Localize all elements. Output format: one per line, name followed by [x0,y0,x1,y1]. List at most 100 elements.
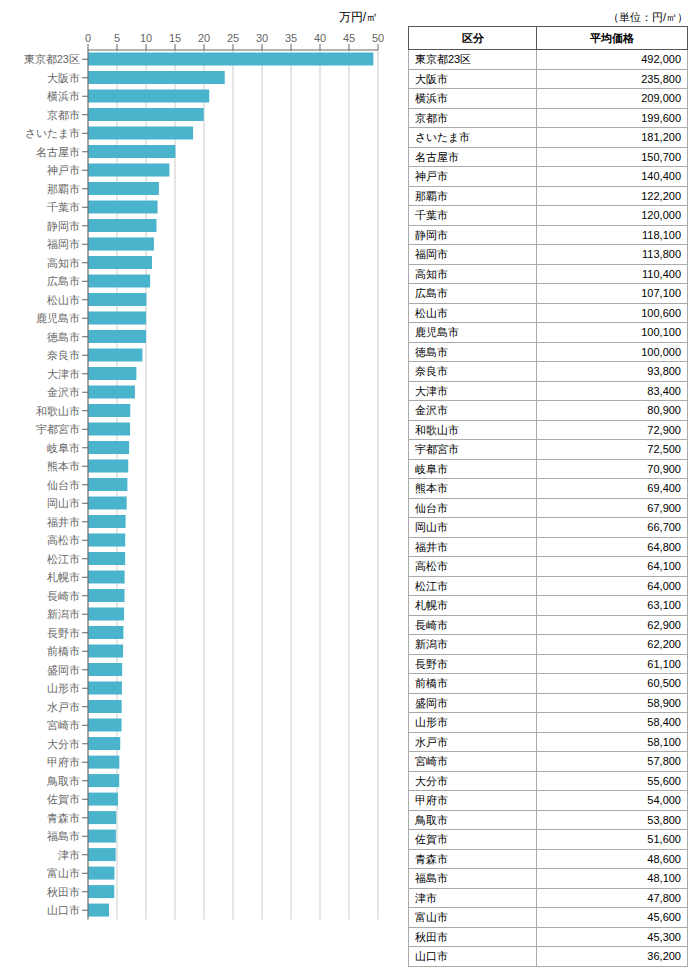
svg-text:福島市: 福島市 [47,830,80,842]
svg-text:宇都宮市: 宇都宮市 [36,423,80,435]
html-text:岐阜市: 岐阜市 [415,462,448,475]
html-text:区分: 区分 [461,31,484,44]
html-text:高知市: 高知市 [415,267,448,280]
html-text:100,600: 100,600 [641,306,681,319]
svg-text:前橋市: 前橋市 [47,645,80,657]
svg-text:15: 15 [169,32,181,44]
svg-text:35: 35 [285,32,297,44]
svg-text:高知市: 高知市 [47,257,80,269]
svg-text:熊本市: 熊本市 [47,460,80,472]
html-text:64,800: 64,800 [647,540,681,553]
html-text:70,900: 70,900 [647,462,681,475]
svg-text:松山市: 松山市 [47,294,80,306]
svg-text:津市: 津市 [58,849,80,861]
svg-text:福井市: 福井市 [47,516,80,528]
svg-text:神戸市: 神戸市 [47,164,80,176]
svg-text:高松市: 高松市 [47,534,80,546]
svg-text:宮崎市: 宮崎市 [47,719,80,731]
html-text:仙台市: 仙台市 [415,501,448,514]
svg-text:静岡市: 静岡市 [47,220,80,232]
html-text:名古屋市: 名古屋市 [415,150,459,163]
html-text:100,000: 100,000 [641,345,681,358]
svg-text:長崎市: 長崎市 [47,590,80,602]
svg-text:25: 25 [227,32,239,44]
html-text:大津市: 大津市 [415,384,448,397]
svg-text:甲府市: 甲府市 [47,756,80,768]
svg-text:20: 20 [198,32,210,44]
svg-text:盛岡市: 盛岡市 [47,664,80,676]
svg-text:大津市: 大津市 [47,368,80,380]
html-text:和歌山市: 和歌山市 [415,423,459,436]
svg-text:福岡市: 福岡市 [47,238,80,250]
svg-text:50: 50 [372,32,384,44]
html-text:平均価格: 平均価格 [590,31,635,44]
svg-text:札幌市: 札幌市 [47,571,80,583]
svg-text:岡山市: 岡山市 [47,497,80,509]
svg-text:仙台市: 仙台市 [47,479,80,491]
svg-text:富山市: 富山市 [47,867,80,879]
svg-text:さいたま市: さいたま市 [25,127,80,139]
html-text:京都市: 京都市 [415,111,448,124]
svg-text:金沢市: 金沢市 [47,386,80,398]
html-text:64,000: 64,000 [647,579,681,592]
html-text:83,400: 83,400 [647,384,681,397]
html-text:大分市: 大分市 [415,774,448,787]
svg-text:大阪市: 大阪市 [47,72,80,84]
html-text:67,900: 67,900 [647,501,681,514]
svg-text:0: 0 [85,32,91,44]
html-text:61,100: 61,100 [647,657,681,670]
html-text:静岡市: 静岡市 [415,228,448,241]
html-text:199,600: 199,600 [641,111,681,124]
svg-text:新潟市: 新潟市 [47,608,80,620]
svg-text:鳥取市: 鳥取市 [46,775,80,787]
svg-text:青森市: 青森市 [47,812,80,824]
html-text:72,900: 72,900 [647,423,681,436]
html-text:水戸市: 水戸市 [415,735,448,748]
svg-text:千葉市: 千葉市 [47,201,80,213]
html-text:鳥取市: 鳥取市 [415,813,448,826]
svg-text:鹿児島市: 鹿児島市 [36,312,80,324]
html-text:58,100: 58,100 [647,735,681,748]
svg-text:秋田市: 秋田市 [47,886,80,898]
svg-text:10: 10 [140,32,152,44]
svg-text:5: 5 [114,32,120,44]
html-text:大阪市: 大阪市 [415,72,448,85]
html-text:55,600: 55,600 [647,774,681,787]
svg-text:45: 45 [343,32,355,44]
svg-text:山口市: 山口市 [47,904,80,916]
svg-text:広島市: 広島市 [47,275,80,287]
svg-text:佐賀市: 佐賀市 [47,793,80,805]
html-text:122,200: 122,200 [641,189,681,202]
svg-text:和歌山市: 和歌山市 [36,405,80,417]
svg-text:山形市: 山形市 [47,682,80,694]
html-text:58,900: 58,900 [647,696,681,709]
html-text:松江市: 松江市 [415,579,448,592]
svg-text:京都市: 京都市 [47,109,80,121]
svg-text:水戸市: 水戸市 [47,701,80,713]
svg-text:大分市: 大分市 [47,738,80,750]
html-text:松山市: 松山市 [415,306,448,319]
html-text:福井市: 福井市 [415,540,448,553]
html-text:徳島市: 徳島市 [415,345,448,358]
svg-text:徳島市: 徳島市 [47,331,80,343]
svg-text:名古屋市: 名古屋市 [36,146,80,158]
html-text:長崎市: 長崎市 [415,618,448,631]
html-text:万円/㎡: 万円/㎡ [338,10,378,24]
svg-text:30: 30 [256,32,268,44]
svg-text:横浜市: 横浜市 [47,90,80,102]
html-text:那覇市: 那覇市 [415,189,448,202]
html-text:長野市: 長野市 [415,657,448,670]
svg-text:長野市: 長野市 [47,627,80,639]
html-text:118,100: 118,100 [642,228,681,241]
svg-text:松江市: 松江市 [47,553,80,565]
svg-text:40: 40 [314,32,326,44]
html-text:盛岡市: 盛岡市 [415,696,448,709]
svg-text:那覇市: 那覇市 [47,183,80,195]
html-text:150,700: 150,700 [641,150,681,163]
svg-text:奈良市: 奈良市 [47,349,80,361]
html-text:235,800: 235,800 [641,72,681,85]
svg-text:東京都23区: 東京都23区 [24,53,80,65]
html-text:110,400: 110,400 [642,267,681,280]
svg-text:岐阜市: 岐阜市 [47,442,80,454]
html-text:62,900: 62,900 [647,618,681,631]
